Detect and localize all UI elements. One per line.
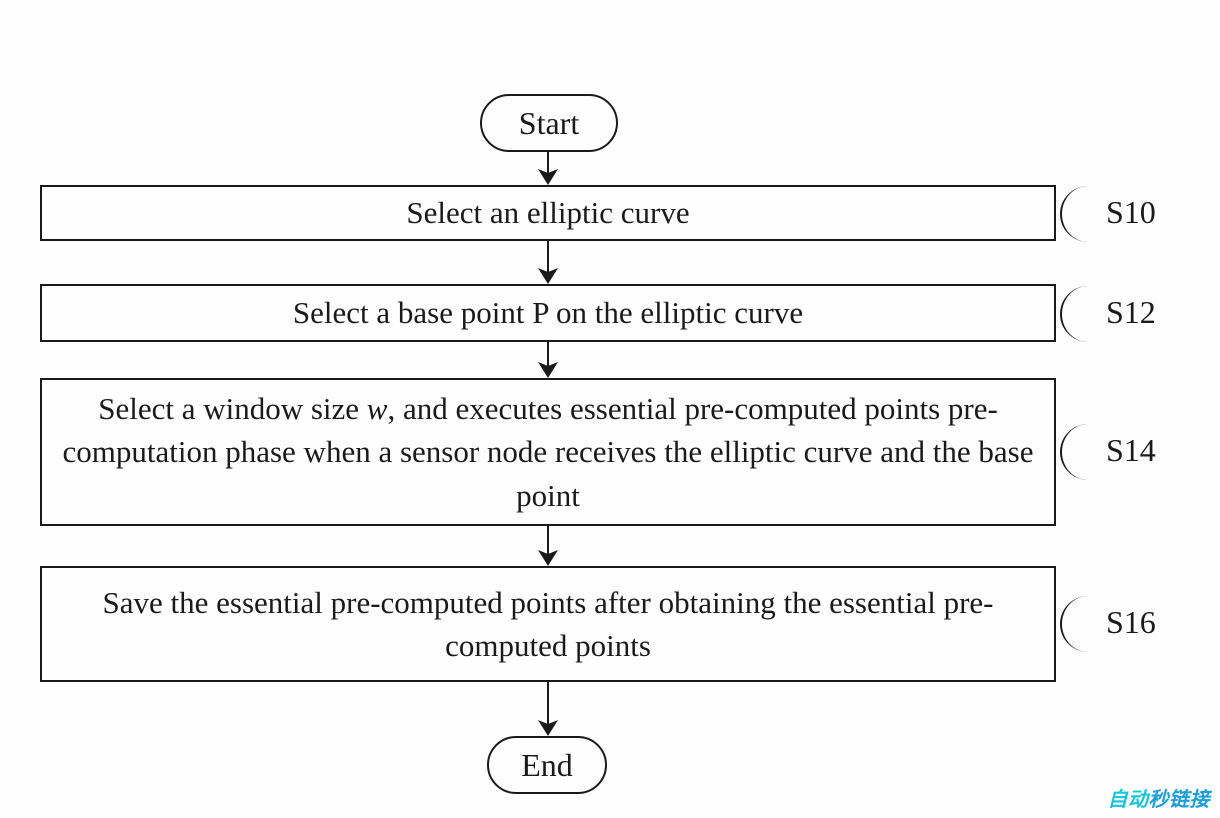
process-s12-text: Select a base point P on the elliptic cu…	[293, 291, 803, 334]
watermark-part-b: 秒链接	[1149, 789, 1211, 811]
label-curve-s16	[1060, 596, 1102, 652]
step-label-s14-text: S14	[1106, 432, 1156, 468]
label-curve-s10	[1060, 186, 1102, 242]
label-curve-s14	[1060, 424, 1102, 480]
process-s10-text: Select an elliptic curve	[406, 191, 689, 234]
step-label-s10-text: S10	[1106, 194, 1156, 230]
terminal-end-text: End	[521, 747, 573, 784]
label-curve-s12	[1060, 286, 1102, 342]
process-s14: Select a window size w, and executes ess…	[40, 378, 1056, 526]
watermark-part-a: 自动	[1108, 789, 1149, 811]
step-label-s14: S14	[1106, 432, 1156, 469]
step-label-s10: S10	[1106, 194, 1156, 231]
process-s16: Save the essential pre-computed points a…	[40, 566, 1056, 682]
terminal-start: Start	[480, 94, 618, 152]
watermark: 自动秒链接	[1108, 783, 1211, 812]
terminal-end: End	[487, 736, 607, 794]
step-label-s12: S12	[1106, 294, 1156, 331]
process-s10: Select an elliptic curve	[40, 185, 1056, 241]
process-s14-text: Select a window size w, and executes ess…	[58, 387, 1038, 517]
step-label-s16: S16	[1106, 604, 1156, 641]
flowchart-canvas: Start Select an elliptic curve Select a …	[0, 0, 1220, 818]
step-label-s16-text: S16	[1106, 604, 1156, 640]
process-s12: Select a base point P on the elliptic cu…	[40, 284, 1056, 342]
terminal-start-text: Start	[519, 105, 579, 142]
process-s16-text: Save the essential pre-computed points a…	[58, 581, 1038, 668]
step-label-s12-text: S12	[1106, 294, 1156, 330]
